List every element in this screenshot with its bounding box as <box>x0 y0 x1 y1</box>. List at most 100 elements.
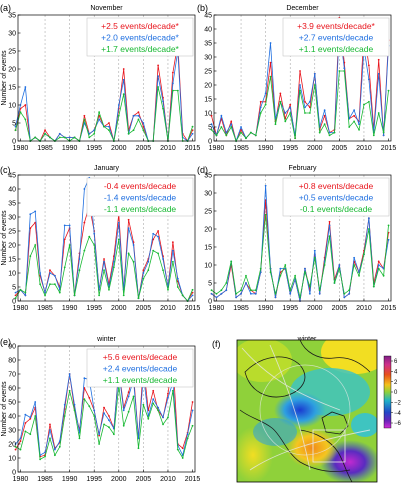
data-point <box>162 416 164 419</box>
data-point <box>269 271 272 274</box>
data-point <box>377 267 380 270</box>
data-point <box>44 455 46 458</box>
trend-label: +2.7 events/decade <box>299 33 374 43</box>
map-panel: (f) winter 6 4 2 0 −2 −4 −6 <box>212 336 402 483</box>
data-point <box>127 252 130 255</box>
data-point <box>181 294 184 297</box>
data-point <box>117 238 120 241</box>
data-point <box>191 291 194 294</box>
data-point <box>63 266 66 269</box>
data-point <box>304 267 306 270</box>
data-point <box>249 131 252 134</box>
data-point <box>88 396 91 399</box>
data-point <box>284 112 287 114</box>
data-point <box>289 106 292 109</box>
data-point <box>152 402 155 405</box>
data-point <box>348 292 351 295</box>
data-point <box>328 220 331 223</box>
data-point <box>299 89 301 92</box>
data-point <box>304 112 306 114</box>
data-point <box>127 395 130 398</box>
data-point <box>372 285 375 288</box>
y-tick-label: 30 <box>8 31 16 38</box>
data-point <box>152 249 155 252</box>
data-point <box>49 283 51 286</box>
data-point <box>323 123 326 126</box>
data-point <box>39 283 42 286</box>
x-tick-label: 1995 <box>86 476 102 483</box>
data-point <box>78 258 81 260</box>
x-tick-label: 1980 <box>209 145 225 152</box>
data-point <box>93 415 96 417</box>
data-point <box>377 260 380 263</box>
data-point <box>29 417 32 420</box>
data-point <box>98 443 101 445</box>
y-tick-label: 5 <box>208 281 212 288</box>
y-tick-label: 20 <box>204 83 212 90</box>
data-point <box>171 71 174 74</box>
data-point <box>191 132 194 135</box>
data-point <box>44 132 46 135</box>
data-point <box>176 448 179 451</box>
y-tick-label: 90 <box>8 344 16 351</box>
y-tick-label: 50 <box>8 400 16 407</box>
data-point <box>181 457 184 459</box>
y-tick-label: 60 <box>8 386 16 393</box>
x-tick-label: 2015 <box>185 145 201 152</box>
data-point <box>108 125 110 128</box>
y-tick-label: 80 <box>8 358 16 365</box>
data-point <box>93 409 96 412</box>
data-point <box>313 256 316 259</box>
data-point <box>68 244 71 246</box>
plot-frame <box>213 174 392 302</box>
data-point <box>122 409 125 412</box>
data-point <box>53 283 56 286</box>
data-point <box>284 264 287 266</box>
trend-label: +3.9 events/decade* <box>297 21 375 31</box>
y-tick-label: 45 <box>8 173 16 180</box>
data-point <box>289 112 292 114</box>
data-point <box>245 282 247 284</box>
x-tick-label: 2005 <box>136 305 152 312</box>
data-point <box>73 403 76 406</box>
data-point <box>289 292 292 295</box>
data-point <box>122 294 125 297</box>
x-tick-label: 1980 <box>209 305 225 312</box>
data-point <box>142 269 145 272</box>
trend-legend-box <box>86 177 194 217</box>
data-point <box>304 271 306 274</box>
data-point <box>127 410 130 413</box>
data-point <box>44 291 46 294</box>
trend-label: +0.8 events/decade <box>299 181 374 191</box>
data-point <box>63 238 66 241</box>
data-point <box>19 437 22 440</box>
data-point <box>108 426 110 429</box>
data-point <box>108 288 110 291</box>
trend-legend-box <box>86 348 194 388</box>
data-point <box>49 423 51 426</box>
data-point <box>353 114 356 117</box>
data-point <box>220 114 223 117</box>
x-tick-label: 1985 <box>233 145 249 152</box>
x-tick-label: 2015 <box>381 145 397 152</box>
data-point <box>68 224 71 227</box>
data-point <box>269 75 272 78</box>
y-axis-label: Number of events <box>1 50 8 106</box>
data-point <box>162 423 164 426</box>
y-tick-label: 20 <box>8 67 16 74</box>
data-point <box>343 296 346 299</box>
data-point <box>142 277 145 280</box>
data-point <box>230 126 233 128</box>
data-point <box>167 416 169 419</box>
data-point <box>186 433 189 436</box>
data-point <box>235 292 238 295</box>
data-point <box>338 267 341 270</box>
x-tick-label: 2005 <box>332 305 348 312</box>
y-tick-label: 5 <box>208 125 212 132</box>
trend-label: -0.4 events/decade <box>104 181 177 191</box>
trend-legend-box <box>86 17 194 57</box>
data-point <box>264 92 267 95</box>
data-point <box>382 134 385 137</box>
